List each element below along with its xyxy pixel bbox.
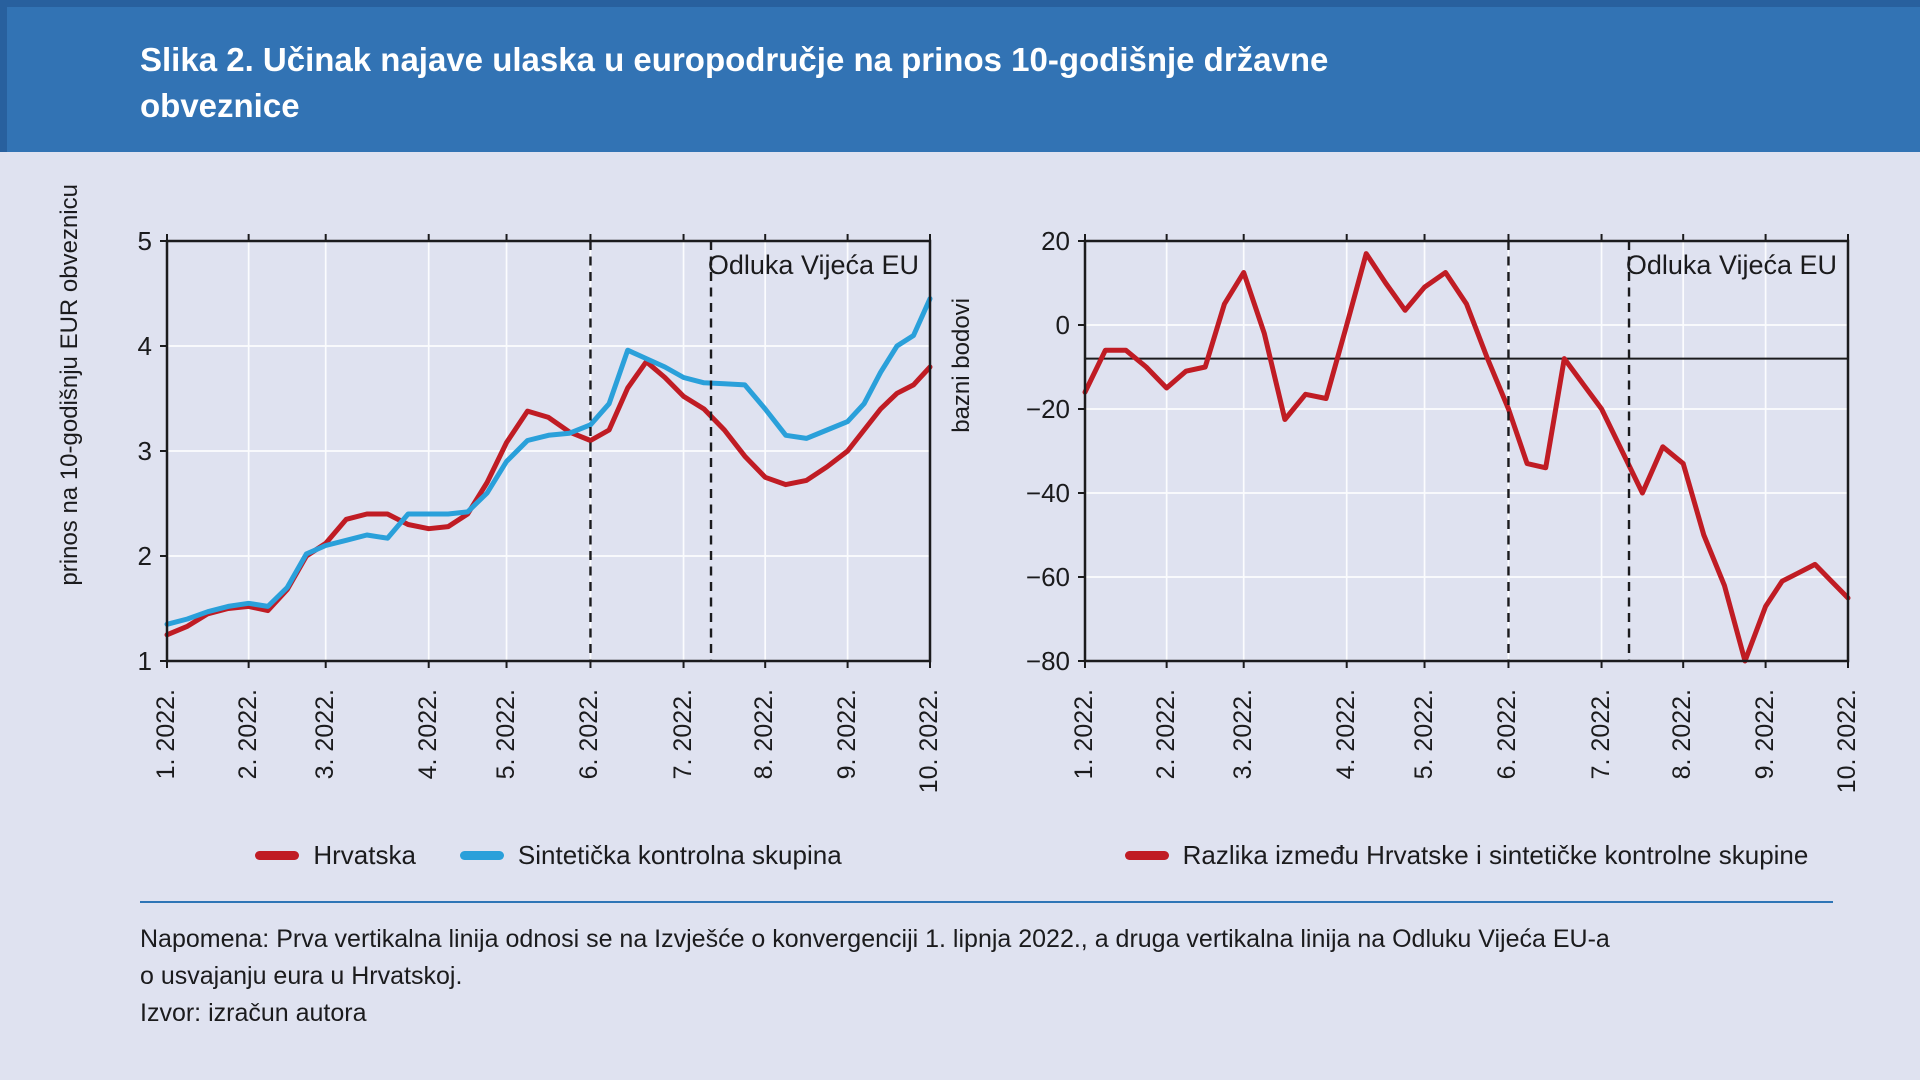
x-tick-label: 4. 2022.: [1331, 689, 1360, 780]
note-text-line1: Napomena: Prva vertikalna linija odnosi …: [140, 925, 1610, 953]
left-annotation-odluka: Odluka Vijeća EU: [707, 250, 919, 280]
x-tick-label: 2. 2022.: [1151, 689, 1180, 780]
figure-header: Slika 2. Učinak najave ulaska u europodr…: [0, 0, 1920, 152]
x-tick-label: 10. 2022.: [915, 689, 943, 794]
right-chart-difference: [1078, 234, 1851, 668]
y-tick-label: −80: [1025, 646, 1070, 676]
right-annotation-odluka: Odluka Vijeća EU: [1625, 250, 1837, 280]
y-tick-label: −60: [1025, 562, 1070, 592]
left-chart-legend: Hrvatska Sintetička kontrolna skupina: [167, 839, 930, 871]
legend-label-razlika: Razlika između Hrvatske i sintetičke kon…: [1182, 839, 1809, 870]
x-tick-label: 1. 2022.: [1070, 689, 1098, 780]
sinteticka-line-marker: [459, 850, 504, 860]
legend-item-razlika: Razlika između Hrvatske i sintetičke kon…: [1124, 839, 1809, 871]
y-tick-label: 3: [137, 436, 152, 466]
y-tick-label: −40: [1025, 478, 1070, 508]
x-tick-label: 6. 2022.: [1493, 689, 1522, 780]
figure-title-line2: obveznice: [140, 87, 300, 124]
note-text-line2: o usvajanju eura u Hrvatskoj.: [140, 962, 463, 990]
right-chart-legend: Razlika između Hrvatske i sintetičke kon…: [1085, 839, 1848, 871]
razlika-line-marker: [1124, 850, 1169, 860]
y-tick-label: 5: [137, 226, 152, 256]
left-chart-yields: [160, 234, 933, 668]
y-tick-label: 0: [1055, 310, 1070, 340]
x-tick-label: 5. 2022.: [1409, 689, 1438, 780]
y-tick-label: 1: [137, 646, 152, 676]
x-tick-label: 10. 2022.: [1833, 689, 1861, 794]
legend-label-sinteticka: Sintetička kontrolna skupina: [517, 839, 842, 870]
x-tick-label: 5. 2022.: [491, 689, 520, 780]
right-y-axis-title: bazni bodovi: [948, 298, 975, 433]
legend-item-sinteticka: Sintetička kontrolna skupina: [459, 839, 842, 871]
x-tick-label: 6. 2022.: [575, 689, 604, 780]
figure-title: Slika 2. Učinak najave ulaska u europodr…: [140, 37, 1540, 129]
x-tick-label: 2. 2022.: [233, 689, 262, 780]
hrvatska-line-marker: [255, 850, 300, 860]
x-tick-label: 9. 2022.: [1750, 689, 1779, 780]
x-tick-label: 3. 2022.: [1228, 689, 1257, 780]
note-block: Napomena: Prva vertikalna linija odnosi …: [140, 921, 1840, 1032]
x-tick-label: 4. 2022.: [413, 689, 442, 780]
y-tick-label: −20: [1025, 394, 1070, 424]
legend-label-hrvatska: Hrvatska: [313, 839, 416, 870]
legend-item-hrvatska: Hrvatska: [255, 840, 416, 871]
x-tick-label: 8. 2022.: [750, 689, 779, 780]
figure-title-line1: Slika 2. Učinak najave ulaska u europodr…: [140, 41, 1329, 78]
x-tick-label: 9. 2022.: [832, 689, 861, 780]
y-tick-label: 4: [137, 331, 152, 361]
x-tick-label: 8. 2022.: [1668, 689, 1697, 780]
x-tick-label: 3. 2022.: [310, 689, 339, 780]
x-tick-label: 7. 2022.: [668, 689, 697, 780]
note-source: Izvor: izračun autora: [140, 999, 367, 1027]
y-tick-label: 2: [137, 541, 152, 571]
left-y-axis-title: prinos na 10-godišnju EUR obveznicu: [56, 184, 83, 586]
y-tick-label: 20: [1041, 226, 1070, 256]
note-divider-rule: [140, 901, 1833, 903]
x-tick-label: 7. 2022.: [1586, 689, 1615, 780]
x-tick-label: 1. 2022.: [152, 689, 180, 780]
